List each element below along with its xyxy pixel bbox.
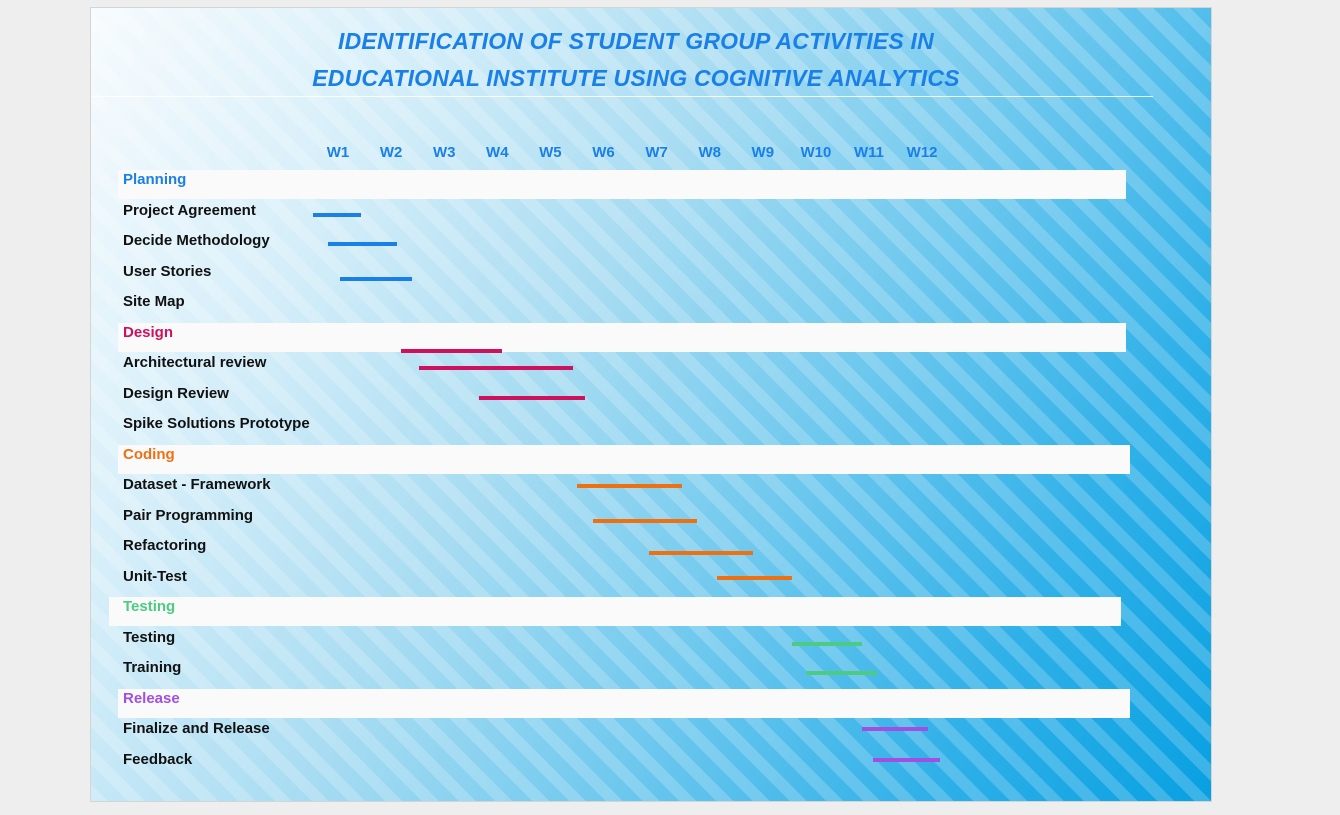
task-bar — [648, 551, 754, 555]
week-header-w2: W2 — [379, 144, 403, 161]
week-header-w4: W4 — [486, 144, 509, 161]
task-bar — [418, 366, 573, 370]
category-label-planning: Planning — [123, 171, 187, 188]
task-bar — [339, 276, 413, 281]
task-label: Project Agreement — [123, 201, 256, 219]
task-label: Feedback — [123, 750, 193, 768]
task-bar — [873, 757, 940, 762]
category-band-design — [118, 322, 1126, 352]
title-divider — [91, 96, 1153, 97]
task-bar — [717, 575, 792, 580]
task-bar — [792, 641, 863, 646]
category-label-release: Release — [123, 689, 180, 707]
task-label: Spike Solutions Prototype — [123, 415, 310, 432]
task-label: Training — [123, 659, 182, 676]
task-label: Refactoring — [123, 537, 207, 554]
week-header-w6: W6 — [592, 144, 615, 161]
category-band-planning — [118, 170, 1126, 199]
task-label: Testing — [123, 628, 176, 646]
task-label: Design Review — [123, 384, 229, 402]
task-label: Site Map — [123, 293, 185, 310]
task-label: Decide Methodology — [123, 232, 270, 249]
week-header-w5: W5 — [539, 144, 562, 161]
slide-canvas: IDENTIFICATION OF STUDENT GROUP ACTIVITI… — [90, 7, 1212, 802]
category-band-release — [118, 688, 1130, 718]
task-bar — [862, 727, 929, 731]
task-label: Pair Programming — [123, 506, 254, 524]
task-bar — [805, 671, 877, 675]
week-header-w11: W11 — [853, 144, 884, 161]
week-header-w1: W1 — [326, 144, 350, 161]
task-bar — [577, 484, 682, 488]
task-label: User Stories — [123, 262, 212, 280]
task-bar — [327, 242, 397, 246]
week-header-w7: W7 — [645, 144, 668, 161]
category-label-coding: Coding — [123, 445, 175, 463]
category-band-testing — [109, 597, 1121, 626]
category-band-coding — [118, 444, 1130, 474]
week-header-w10: W10 — [800, 144, 832, 161]
task-bar — [312, 212, 361, 217]
task-bar — [478, 395, 585, 400]
week-header-w12: W12 — [906, 144, 938, 161]
week-header-w3: W3 — [432, 144, 456, 161]
diagonal-stripe-pattern — [91, 8, 1211, 801]
title-line-2: EDUCATIONAL INSTITUTE USING COGNITIVE AN… — [312, 65, 960, 91]
week-header-w9: W9 — [751, 144, 775, 161]
week-header-w8: W8 — [698, 144, 721, 161]
task-bar — [592, 518, 697, 523]
task-bar — [400, 349, 502, 353]
task-label: Finalize and Release — [123, 720, 270, 737]
task-label: Unit-Test — [123, 567, 187, 585]
category-label-design: Design — [123, 323, 174, 341]
category-label-testing: Testing — [123, 598, 176, 615]
title-line-1: IDENTIFICATION OF STUDENT GROUP ACTIVITI… — [338, 28, 934, 54]
task-label: Dataset - Framework — [123, 476, 271, 493]
task-label: Architectural review — [123, 354, 267, 371]
